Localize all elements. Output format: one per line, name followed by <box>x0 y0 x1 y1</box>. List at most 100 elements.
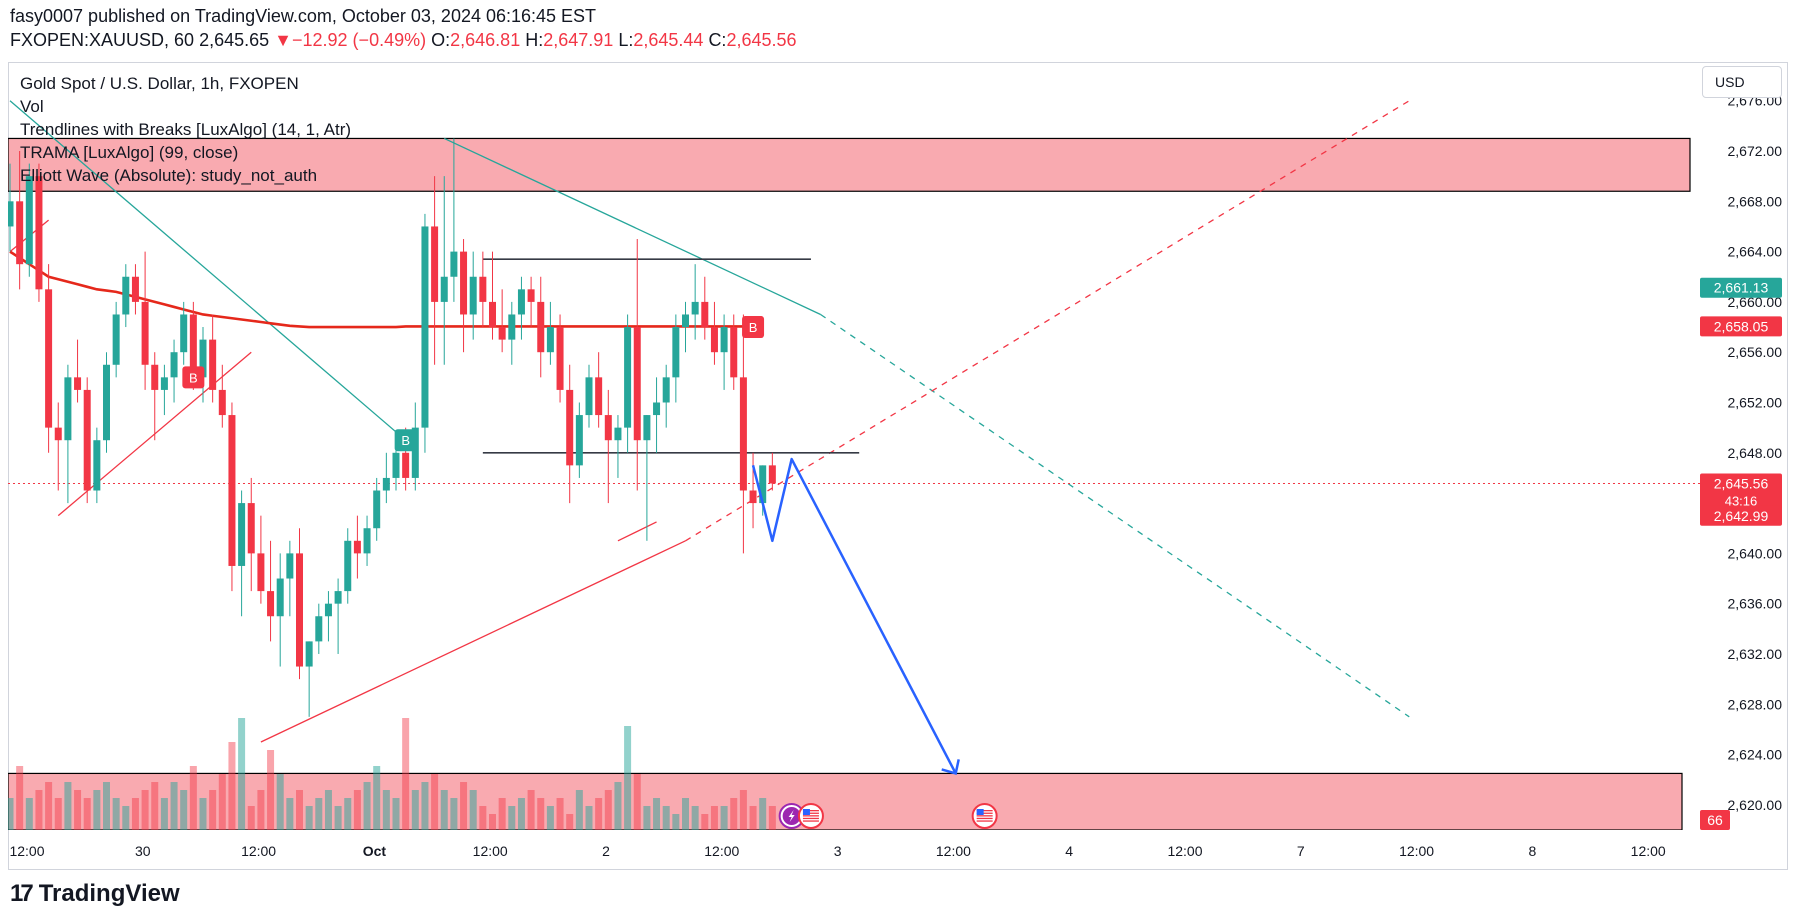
candle-body <box>334 591 342 604</box>
candle-body <box>35 176 43 290</box>
candle <box>710 301 718 365</box>
low-label: L: <box>618 30 634 50</box>
signal-text: B <box>401 433 410 448</box>
us-flag-icon <box>971 803 998 829</box>
volume-bar <box>25 798 33 830</box>
candle-body <box>353 540 361 554</box>
high-label: H: <box>525 30 544 50</box>
candle <box>450 138 458 302</box>
signal-box <box>742 316 765 339</box>
x-tick-label: 12:00 <box>704 843 739 859</box>
price-tag: 2,658.05 <box>1700 316 1782 337</box>
candle <box>180 301 188 365</box>
candle-body <box>315 616 323 642</box>
candle <box>276 553 284 667</box>
volume-label: 66 <box>1700 810 1730 830</box>
y-axis: 2,620.00 2,624.00 2,628.00 2,632.00 2,636.00… <box>1700 93 1782 830</box>
volume-bar <box>730 798 738 830</box>
candle-body <box>402 452 410 478</box>
candle-body <box>296 553 303 667</box>
flag-stripe <box>976 815 993 817</box>
candle <box>35 163 43 302</box>
candle <box>160 364 168 416</box>
signal-box <box>394 429 417 452</box>
signal-text: B <box>749 320 758 335</box>
x-tick-label: 12:00 <box>1631 843 1666 859</box>
volume-bar <box>527 790 535 830</box>
candle-body <box>527 289 535 302</box>
candle <box>517 276 525 340</box>
volume-bar <box>296 790 303 830</box>
x-tick-label: 12:00 <box>1399 843 1434 859</box>
candle <box>682 301 689 353</box>
price-tag-text: 2,645.56 <box>1714 475 1769 491</box>
candle-body <box>546 327 554 353</box>
volume-bar <box>180 790 188 830</box>
volume-bar <box>759 798 767 830</box>
flag-stripe <box>802 815 819 817</box>
candle-body <box>160 377 168 390</box>
volume-bar <box>691 806 699 830</box>
candle-body <box>479 276 487 302</box>
symbol-text: FXOPEN:XAUUSD, 60 <box>10 30 195 50</box>
tradingview-footer: 17 TradingView <box>10 880 180 908</box>
red-trendline <box>685 100 1410 542</box>
flag-stripe <box>802 810 819 812</box>
volume-bar <box>54 798 62 830</box>
candle <box>595 352 603 428</box>
candle-body <box>199 339 207 378</box>
volume-bar <box>469 790 477 830</box>
volume-bar <box>604 790 612 830</box>
volume-bar <box>624 726 632 830</box>
candle <box>498 289 506 353</box>
candle <box>228 402 236 592</box>
candle-body <box>575 415 583 466</box>
candle <box>527 276 535 328</box>
x-tick-label: 12:00 <box>9 843 44 859</box>
y-tick-label: 2,668.00 <box>1728 193 1783 209</box>
volume-bar <box>189 766 197 830</box>
candle-body <box>112 314 120 365</box>
legend-volume[interactable]: Vol <box>20 97 44 116</box>
volume-bar <box>595 798 603 830</box>
red-trendline <box>617 521 657 542</box>
candle-body <box>218 389 226 416</box>
candle-body <box>93 440 101 491</box>
countdown-text: 43:16 <box>1725 493 1758 508</box>
volume-bar <box>508 806 516 830</box>
candle-body <box>595 377 603 416</box>
teal-trendline <box>443 137 821 316</box>
candle <box>720 314 728 390</box>
candle-body <box>768 465 776 484</box>
volume-bar <box>566 814 574 830</box>
volume-bar <box>710 806 718 830</box>
candle <box>662 364 670 428</box>
legend-title[interactable]: Gold Spot / U.S. Dollar, 1h, FXOPEN <box>20 74 299 93</box>
legend-elliott[interactable]: Elliott Wave (Absolute): study_not_auth <box>20 166 318 185</box>
legend-trama[interactable]: TRAMA [LuxAlgo] (99, close) <box>20 143 239 162</box>
x-tick-label: 8 <box>1529 843 1537 859</box>
volume-bar <box>402 718 410 830</box>
volume-bar <box>585 806 593 830</box>
y-tick-label: 2,648.00 <box>1728 445 1783 461</box>
candle-body <box>189 314 197 378</box>
candle-body <box>508 314 516 340</box>
volume-label-bg <box>1700 810 1730 830</box>
candle <box>479 251 487 328</box>
candle-body <box>720 327 728 353</box>
price-tag: 2,642.99 <box>1700 505 1782 526</box>
price-tag-text: 2,658.05 <box>1714 318 1769 334</box>
legend-trendlines[interactable]: Trendlines with Breaks [LuxAlgo] (14, 1,… <box>20 120 352 139</box>
last-price: 2,645.65 <box>199 30 270 50</box>
candle-body <box>411 427 419 478</box>
candle-body <box>759 465 767 504</box>
currency-button[interactable]: USD <box>1702 66 1782 98</box>
flag-stripe <box>976 820 993 822</box>
volume-bar <box>440 790 448 830</box>
x-tick-label: Oct <box>363 843 387 859</box>
candle <box>199 327 207 403</box>
volume-bar <box>682 798 689 830</box>
y-tick-label: 2,656.00 <box>1728 344 1783 360</box>
candle-body <box>730 327 738 378</box>
